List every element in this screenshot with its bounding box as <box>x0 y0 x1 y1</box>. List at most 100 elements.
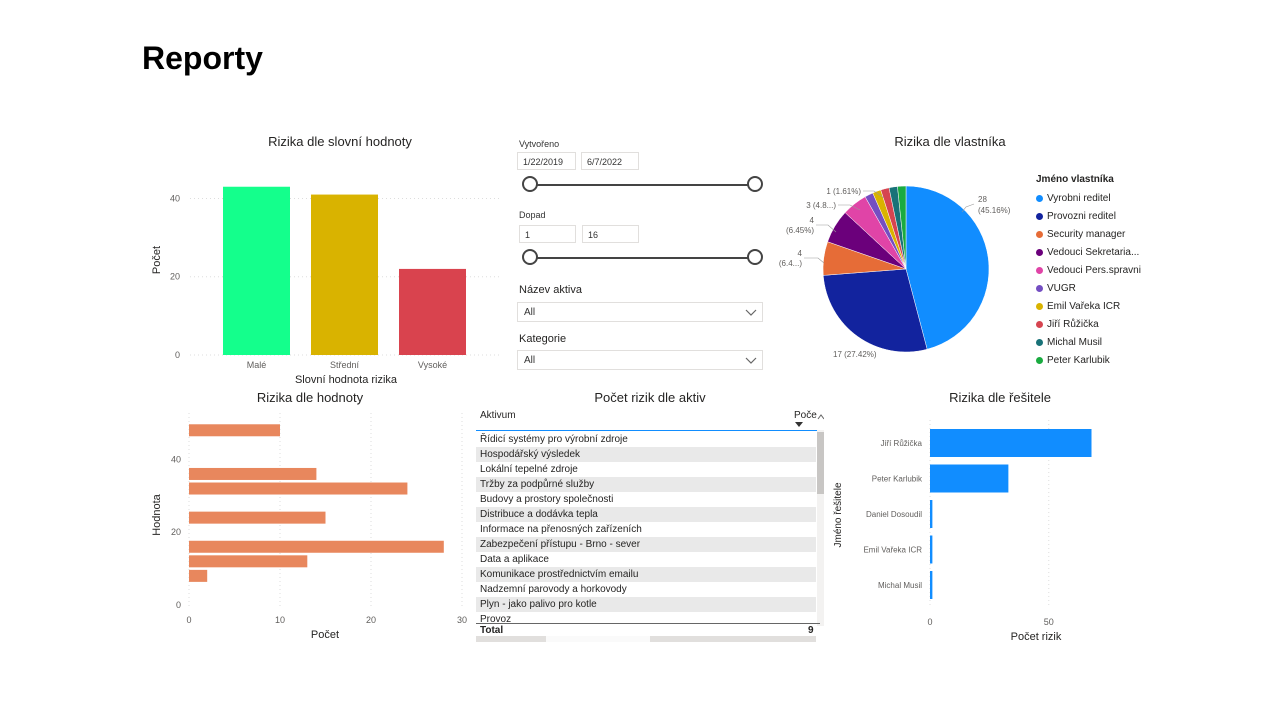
y-axis-title: Hodnota <box>151 493 163 535</box>
table-cell-asset: Zabezpečení přístupu - Brno - sever <box>480 539 641 550</box>
table-cell-asset: Data a aplikace <box>480 554 549 565</box>
bar-Malé <box>223 186 290 355</box>
category-dropdown[interactable]: All <box>517 350 763 370</box>
impact-slider-start-handle[interactable] <box>522 249 538 265</box>
y-tick-label: Michal Musil <box>878 581 922 590</box>
leader-line <box>863 190 885 199</box>
y-tick-label: 40 <box>171 454 181 464</box>
vertical-scrollbar[interactable] <box>817 430 824 626</box>
impact-slider-track[interactable] <box>531 257 756 259</box>
created-slicer-label: Vytvořeno <box>519 139 560 149</box>
category-slicer-label: Kategorie <box>519 333 567 345</box>
legend-marker <box>1036 248 1043 256</box>
bar-Vysoké <box>399 268 466 355</box>
legend-item[interactable]: Security manager <box>1036 225 1141 243</box>
chart1-title: Rizika dle slovní hodnoty <box>268 134 412 149</box>
legend-marker <box>1036 194 1043 202</box>
x-tick-label: 0 <box>927 617 932 627</box>
legend-item[interactable]: Provozni reditel <box>1036 207 1141 225</box>
bar <box>189 555 308 568</box>
legend-item[interactable]: Jiří Růžička <box>1036 315 1141 333</box>
created-to-input[interactable]: 6/7/2022 <box>581 152 639 170</box>
table-row[interactable]: Nadzemní parovody a horkovody <box>476 582 816 597</box>
horizontal-scrollbar[interactable] <box>476 636 816 642</box>
table-row[interactable]: Řídicí systémy pro výrobní zdroje <box>476 432 816 447</box>
asset-dropdown[interactable]: All <box>517 302 763 322</box>
legend-item[interactable]: Vyrobni reditel <box>1036 189 1141 207</box>
total-divider <box>476 623 820 624</box>
legend-item[interactable]: Michal Musil <box>1036 333 1141 351</box>
pie-slice-Vyrobni reditel <box>905 185 990 350</box>
impact-to-input[interactable]: 16 <box>582 225 639 243</box>
pie-slice-Provozni reditel <box>822 268 928 353</box>
table-header-count[interactable]: Poče <box>794 410 817 421</box>
pie-data-label: (45.16%) <box>978 206 1011 215</box>
table-row[interactable]: Distribuce a dodávka tepla <box>476 507 816 522</box>
table-row[interactable]: Provoz <box>476 612 816 627</box>
table-row[interactable]: Lokální tepelné zdroje <box>476 462 816 477</box>
leader-line <box>804 257 825 264</box>
impact-slicer-label: Dopad <box>519 210 546 220</box>
legend-label: Vedouci Sekretaria... <box>1047 246 1140 258</box>
table-row[interactable]: Hospodářský výsledek <box>476 447 816 462</box>
risk-level-bar-chart[interactable]: 0 20 40 Malé Střední Vysoké Slovní hodnota riz… <box>140 160 510 390</box>
legend-marker <box>1036 356 1043 364</box>
chart4-title: Rizika dle řešitele <box>949 390 1051 405</box>
impact-from-input[interactable]: 1 <box>519 225 576 243</box>
owner-pie-chart[interactable]: 28(45.16%)17 (27.42%)4(6.4...)4(6.45%)3 … <box>760 180 1030 360</box>
chart3-title: Rizika dle hodnoty <box>256 390 364 405</box>
created-from-input[interactable]: 1/22/2019 <box>517 152 576 170</box>
solver-bar-chart[interactable]: 0 50 Jiří Růžička Peter Karlubik Daniel Doso… <box>830 415 1130 645</box>
legend-item[interactable]: Peter Karlubik <box>1036 351 1141 369</box>
bar-Jiří Růžička <box>930 429 1092 457</box>
table-row[interactable]: Data a aplikace <box>476 552 816 567</box>
table-row[interactable]: Informace na přenosných zařízeních <box>476 522 816 537</box>
chevron-down-icon <box>745 309 757 316</box>
leader-line <box>816 224 837 233</box>
table-cell-asset: Provoz <box>480 614 512 625</box>
table-cell-asset: Distribuce a dodávka tepla <box>480 509 598 520</box>
table-row[interactable]: Plyn - jako palivo pro kotle <box>476 597 816 612</box>
chart2-title: Rizika dle vlastníka <box>894 134 1006 149</box>
created-slider-start-handle[interactable] <box>522 176 538 192</box>
table-title: Počet rizik dle aktiv <box>594 390 706 405</box>
vertical-scrollbar-thumb[interactable] <box>817 432 824 494</box>
pie-data-label: 4 <box>798 249 803 258</box>
bar-Michal Musil <box>930 571 933 599</box>
legend-item[interactable]: VUGR <box>1036 279 1141 297</box>
pie-data-label: 3 (4.8...) <box>806 201 836 210</box>
legend-item[interactable]: Vedouci Sekretaria... <box>1036 243 1141 261</box>
bar-Emil Vařeka ICR <box>930 535 933 564</box>
x-axis-title: Počet <box>311 629 339 641</box>
bar <box>189 467 317 480</box>
horizontal-scrollbar-thumb[interactable] <box>546 636 650 642</box>
table-header-divider <box>476 430 820 431</box>
x-axis-title: Počet rizik <box>1011 631 1062 643</box>
table-row[interactable]: Tržby za podpůrné služby <box>476 477 816 492</box>
table-header-asset[interactable]: Aktivum <box>480 410 516 421</box>
legend-title: Jméno vlastníka <box>1036 174 1114 185</box>
table-row[interactable]: Budovy a prostory společnosti <box>476 492 816 507</box>
bar <box>189 569 208 582</box>
asset-slicer-label: Název aktiva <box>519 284 582 296</box>
y-axis-title: Jméno řešitele <box>833 482 844 547</box>
y-tick-label: 0 <box>175 350 180 360</box>
scroll-up-icon[interactable] <box>817 414 824 420</box>
created-slider-end-handle[interactable] <box>747 176 763 192</box>
table-cell-asset: Nadzemní parovody a horkovody <box>480 584 627 595</box>
created-slider-track[interactable] <box>531 184 756 186</box>
bar <box>189 540 444 553</box>
table-cell-asset: Informace na přenosných zařízeních <box>480 524 642 535</box>
leader-line <box>838 204 861 211</box>
legend-item[interactable]: Emil Vařeka ICR <box>1036 297 1141 315</box>
pie-data-label: 4 <box>810 216 815 225</box>
legend-item[interactable]: Vedouci Pers.spravni <box>1036 261 1141 279</box>
leader-line <box>961 203 975 213</box>
table-row[interactable]: Zabezpečení přístupu - Brno - sever <box>476 537 816 552</box>
table-row[interactable]: Komunikace prostřednictvím emailu <box>476 567 816 582</box>
legend-label: Michal Musil <box>1047 336 1103 348</box>
risk-value-bar-chart[interactable]: 0 10 20 30 0 20 40 Počet Hodnota <box>140 405 480 645</box>
legend-marker <box>1036 212 1043 220</box>
asset-risk-table[interactable]: Aktivum Poče Řídicí systémy pro výrobní … <box>476 408 824 642</box>
impact-slider-end-handle[interactable] <box>747 249 763 265</box>
